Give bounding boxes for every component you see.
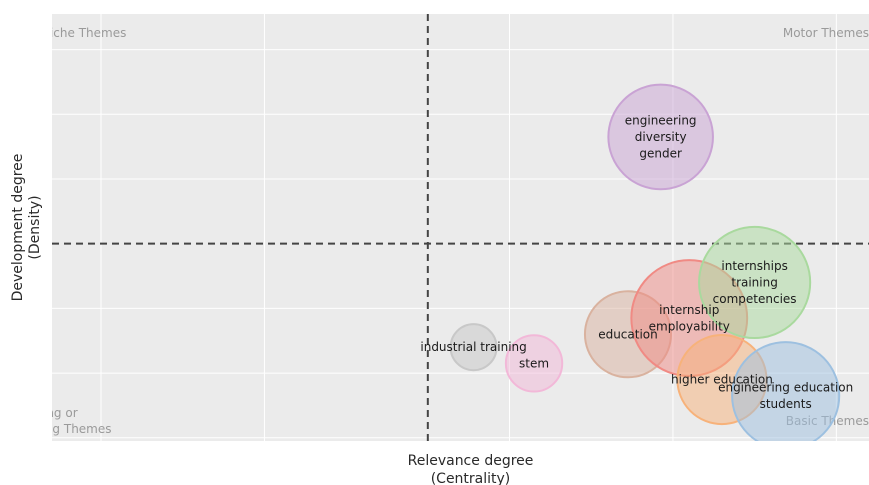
x-axis-title: Relevance degree (Centrality) (408, 453, 534, 485)
quadrant-label-motor: Motor Themes (783, 26, 869, 40)
quadrant-label-niche: Niche Themes (41, 26, 126, 40)
cluster-label: industrial training (420, 340, 526, 354)
y-axis-title: Development degree(Density) (10, 154, 43, 302)
cluster-label: stem (519, 356, 549, 370)
cluster-bubble (732, 342, 839, 449)
